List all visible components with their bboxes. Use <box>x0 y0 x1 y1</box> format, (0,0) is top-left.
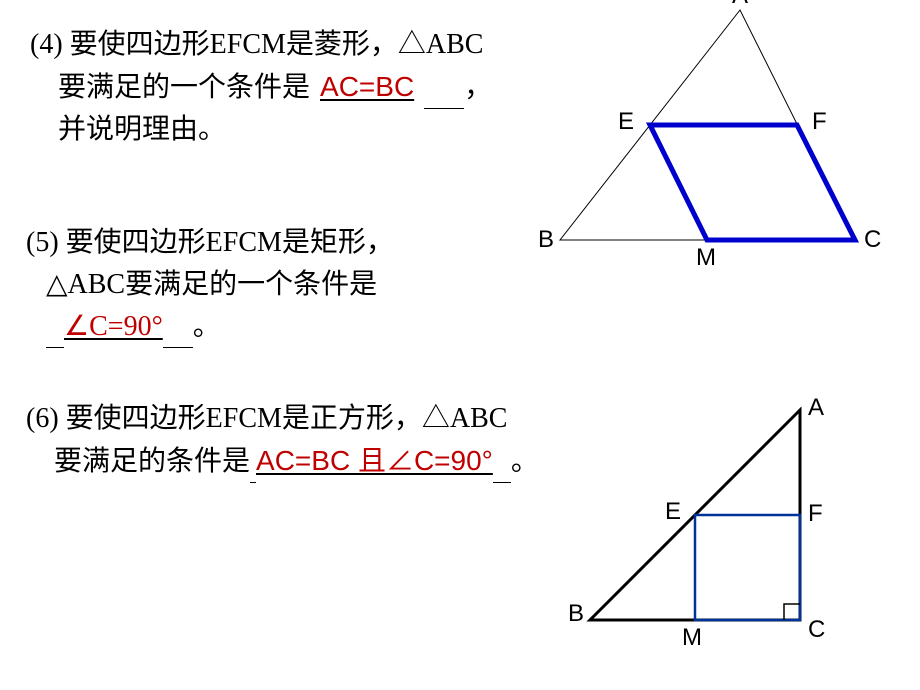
q4-answer: AC=BC <box>310 71 424 102</box>
q6-blank-post <box>493 449 511 483</box>
q6-line2-pre: 要满足的条件是 <box>54 446 250 477</box>
q4-comma: ， <box>464 72 492 103</box>
label-M: M <box>696 244 716 272</box>
question-5: (5) 要使四边形EFCM是矩形， △ABC要满足的一个条件是 ∠C=90° 。 <box>26 222 506 348</box>
q5-line2: △ABC要满足的一个条件是 <box>26 264 506 306</box>
label-C: C <box>864 226 881 254</box>
q5-blank-pre <box>46 314 64 348</box>
q4-line3: 并说明理由。 <box>30 109 530 151</box>
q6-period: 。 <box>511 446 539 477</box>
q5-answer: ∠C=90° <box>64 311 163 342</box>
label2-F: F <box>808 500 823 528</box>
q5-blank-post <box>163 314 193 348</box>
quad-efcm <box>650 125 855 240</box>
right-angle-mark <box>784 604 800 620</box>
diagram-1: A E F B M C <box>540 0 900 280</box>
label-B: B <box>538 226 554 254</box>
diagram-2: A E F B M C <box>570 400 850 670</box>
q6-line2: 要满足的条件是AC=BC 且∠C=90° 。 <box>26 440 646 483</box>
q5-period: 。 <box>193 311 221 342</box>
question-4: (4) 要使四边形EFCM是菱形，△ABC 要满足的一个条件是AC=BC ， 并说… <box>30 24 530 151</box>
label2-E: E <box>665 498 681 526</box>
q4-blank-pad <box>424 75 464 109</box>
label-A: A <box>732 0 748 10</box>
q4-line2: 要满足的一个条件是AC=BC ， <box>30 66 530 109</box>
label2-C: C <box>808 616 825 644</box>
label2-A: A <box>808 394 824 422</box>
q5-line1: (5) 要使四边形EFCM是矩形， <box>26 222 506 264</box>
question-6: (6) 要使四边形EFCM是正方形，△ABC 要满足的条件是AC=BC 且∠C=… <box>26 398 646 483</box>
label2-B: B <box>568 600 584 628</box>
q6-answer: AC=BC 且∠C=90° <box>256 445 493 476</box>
q4-line1: (4) 要使四边形EFCM是菱形，△ABC <box>30 24 530 66</box>
label2-M: M <box>682 624 702 652</box>
q6-line1: (6) 要使四边形EFCM是正方形，△ABC <box>26 398 646 440</box>
label-E: E <box>618 108 634 136</box>
q4-line2-pre: 要满足的一个条件是 <box>58 72 310 103</box>
label-F: F <box>812 108 827 136</box>
q5-line3: ∠C=90° 。 <box>26 306 506 348</box>
